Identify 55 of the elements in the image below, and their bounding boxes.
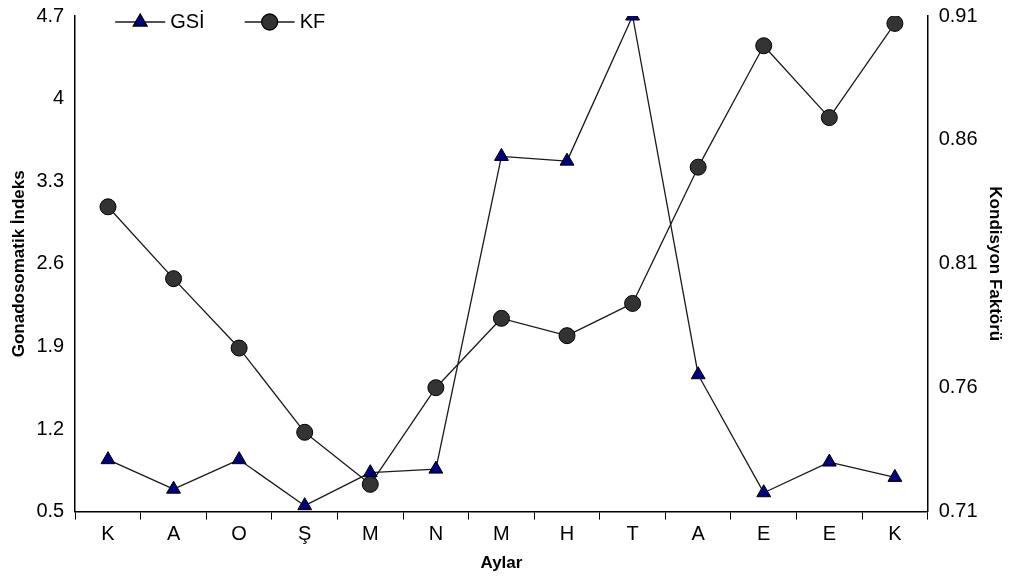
x-tick-label: M [361,522,379,545]
point [558,327,576,345]
point [296,423,314,441]
y2-tick-label: 0.81 [938,251,978,274]
y2-axis-title: Kondisyon Faktörü [986,186,1006,342]
point [231,451,247,465]
y2-tick-label: 0.86 [938,127,978,150]
x-tick-label: M [493,522,510,545]
y-tick-label: 3.3 [36,168,65,191]
x-tick-label: N [428,522,444,545]
y-tick-label: 1.2 [36,416,65,439]
y-tick-label: 0.5 [36,499,65,522]
point [165,270,183,288]
x-axis-title: Aylar [480,553,523,573]
x-tick-label: K [888,522,903,545]
point [361,475,379,493]
point [624,294,642,312]
x-tick-label: A [166,522,181,545]
point [100,451,116,465]
y-tick-label: 4 [53,86,65,109]
point [230,339,248,357]
y-axis-title: Gonadosomatik İndeks [8,170,28,358]
x-tick-label: A [691,522,706,545]
point [428,460,444,474]
point [166,480,181,494]
x-tick-label: H [559,522,575,545]
x-tick-label: E [822,522,836,545]
y-tick-label: 4.7 [36,3,65,26]
point [690,366,706,380]
point [362,464,378,478]
x-tick-label: O [231,522,247,545]
x-tick-label: E [757,522,771,545]
y2-tick-label: 0.76 [938,375,978,398]
x-tick-label: K [101,522,116,545]
point [559,152,575,166]
point [887,468,903,482]
x-tick-label: T [626,522,639,545]
point [886,16,904,32]
legend-label: GSİ [170,9,205,32]
y2-tick-label: 0.71 [938,499,978,522]
y-tick-label: 2.6 [36,251,65,274]
x-tick-label: Ş [298,522,312,545]
y-tick-label: 1.9 [36,333,65,356]
point [756,484,772,498]
legend-label: KF [299,9,326,32]
y2-tick-label: 0.91 [938,3,978,26]
point [755,37,773,55]
point [297,497,313,511]
point [689,158,707,176]
point [494,147,509,161]
point [821,453,837,467]
point [99,198,117,216]
point [820,109,838,127]
point [492,309,510,327]
point [427,379,445,397]
